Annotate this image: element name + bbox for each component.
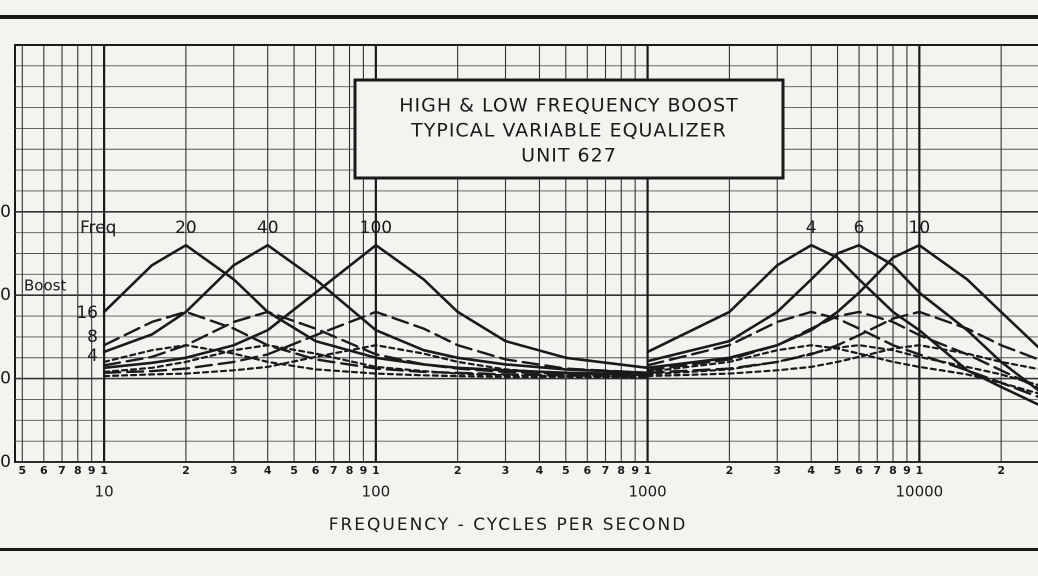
- x-tick-label: 7: [58, 464, 66, 477]
- response-curve: [102, 243, 649, 370]
- x-tick-label: 2: [182, 464, 190, 477]
- peak-label: 20: [175, 218, 197, 238]
- peak-label: 4: [806, 218, 817, 238]
- x-tick-label: 6: [583, 464, 591, 477]
- freq-label: Freq: [80, 218, 116, 238]
- response-curve: [646, 344, 1038, 395]
- y-tick-label: 20: [0, 285, 11, 305]
- peak-label: 6: [854, 218, 865, 238]
- peak-label: 100: [360, 218, 392, 238]
- x-axis-label: FREQUENCY - CYCLES PER SECOND: [329, 515, 688, 535]
- x-tick-label: 4: [264, 464, 272, 477]
- x-tick-label: 1: [916, 464, 924, 477]
- x-tick-label: 5: [18, 464, 26, 477]
- x-tick-label: 9: [903, 464, 911, 477]
- x-tick-label: 5: [290, 464, 298, 477]
- x-decade-label: 10: [95, 483, 114, 501]
- x-tick-label: 6: [312, 464, 320, 477]
- boost-level: 16: [76, 303, 98, 323]
- peak-label: 10: [909, 218, 931, 238]
- x-decade-label: 1000: [629, 483, 667, 501]
- peak-label: 40: [257, 218, 279, 238]
- x-decade-label: 10000: [895, 483, 943, 501]
- response-curve: [102, 344, 649, 378]
- x-tick-label: 3: [773, 464, 781, 477]
- x-tick-label: 3: [502, 464, 510, 477]
- response-curve: [102, 310, 649, 377]
- x-tick-label: 2: [726, 464, 734, 477]
- x-tick-label: 6: [40, 464, 48, 477]
- response-curve: [646, 344, 1038, 378]
- x-tick-label: 8: [74, 464, 82, 477]
- boost-level: 8: [87, 327, 98, 347]
- x-tick-label: 4: [807, 464, 815, 477]
- x-tick-label: 5: [834, 464, 842, 477]
- x-tick-label: 8: [346, 464, 354, 477]
- boost-label: Boost: [24, 277, 66, 295]
- boost-level: 4: [87, 346, 98, 366]
- x-tick-label: 6: [855, 464, 863, 477]
- x-tick-label: 2: [997, 464, 1005, 477]
- x-decade-label: 100: [362, 483, 391, 501]
- response-curve: [646, 344, 1038, 387]
- x-tick-label: 7: [602, 464, 610, 477]
- response-curve: [646, 243, 1038, 406]
- x-tick-label: 4: [536, 464, 544, 477]
- y-tick-label: 0: [0, 452, 11, 472]
- y-tick-label: 10: [0, 369, 11, 389]
- x-tick-label: 3: [230, 464, 238, 477]
- top-rule: [0, 15, 1038, 19]
- response-curve: [646, 310, 1038, 374]
- response-curve: [646, 243, 1038, 370]
- bottom-rule: [0, 548, 1038, 551]
- title-line: UNIT 627: [521, 145, 617, 167]
- response-curve: [646, 310, 1038, 399]
- x-tick-label: 9: [360, 464, 368, 477]
- x-tick-label: 9: [631, 464, 639, 477]
- x-tick-label: 2: [454, 464, 462, 477]
- title-line: HIGH & LOW FREQUENCY BOOST: [399, 95, 739, 117]
- title-line: TYPICAL VARIABLE EQUALIZER: [410, 120, 727, 142]
- response-curve: [646, 243, 1038, 392]
- response-curve: [102, 243, 649, 375]
- x-tick-label: 9: [88, 464, 96, 477]
- x-tick-label: 1: [372, 464, 380, 477]
- response-curve: [102, 344, 649, 378]
- x-tick-label: 7: [330, 464, 338, 477]
- x-tick-label: 8: [617, 464, 625, 477]
- x-tick-label: 1: [644, 464, 652, 477]
- title-box: [353, 78, 785, 180]
- response-curve: [102, 310, 649, 374]
- y-tick-label: 30: [0, 202, 11, 222]
- x-tick-label: 7: [873, 464, 881, 477]
- x-tick-label: 5: [562, 464, 570, 477]
- x-tick-label: 8: [889, 464, 897, 477]
- x-tick-label: 1: [100, 464, 108, 477]
